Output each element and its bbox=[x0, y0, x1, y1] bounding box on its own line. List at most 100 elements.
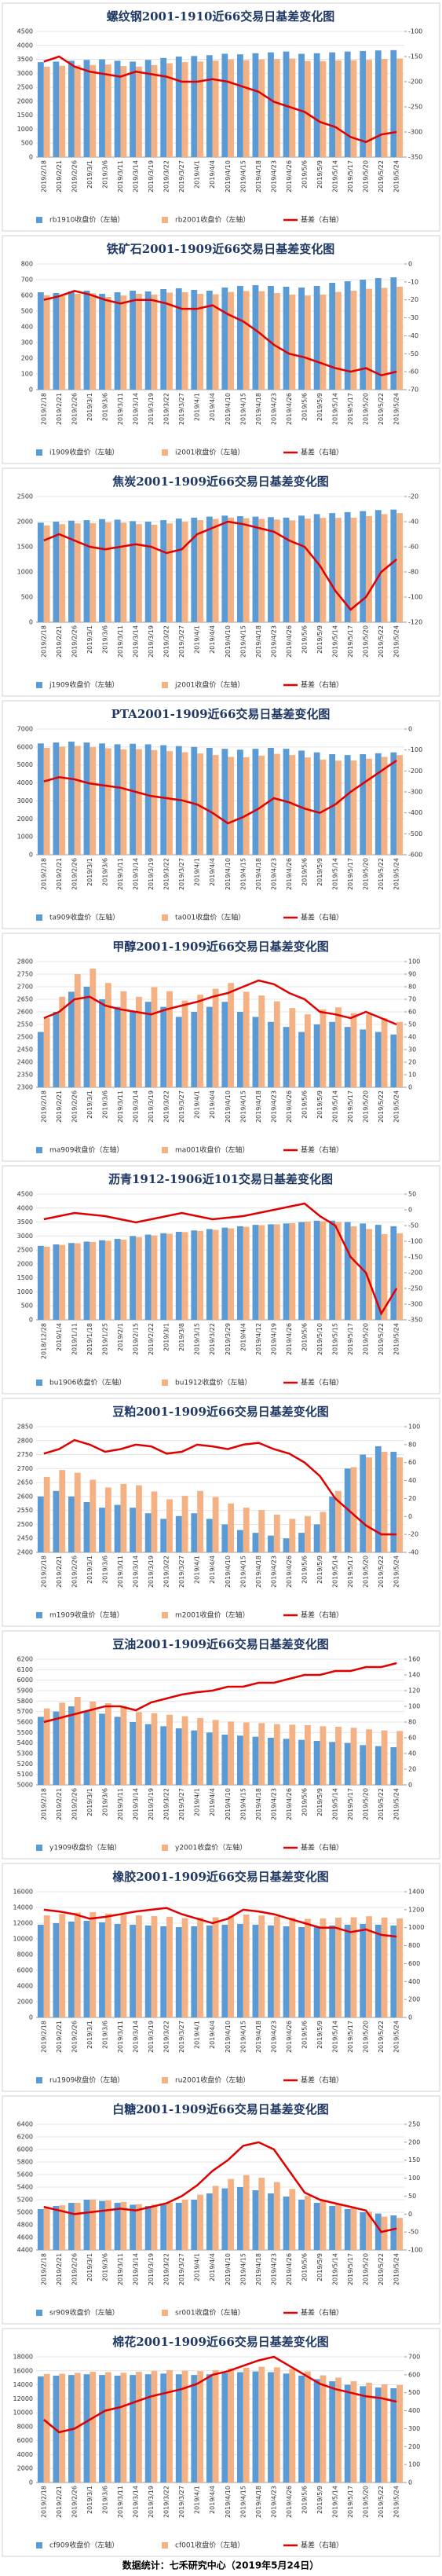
legend-label: ta909收盘价（左轴） bbox=[49, 913, 119, 922]
basis-line bbox=[43, 55, 397, 144]
bar bbox=[236, 54, 243, 158]
y2-tick-label: 10 bbox=[408, 1072, 416, 1079]
bar bbox=[273, 1224, 280, 1320]
bar bbox=[268, 1021, 274, 1087]
bar bbox=[390, 1926, 397, 2017]
bar bbox=[243, 291, 250, 390]
x-tick-label: 2019/2/21 bbox=[56, 1555, 63, 1588]
bar bbox=[366, 288, 372, 390]
bar bbox=[268, 1535, 274, 1552]
x-tick-label: 2019/4/26 bbox=[286, 2253, 293, 2285]
legend-swatch bbox=[162, 1380, 168, 1386]
bar bbox=[390, 752, 397, 855]
bar bbox=[298, 288, 305, 390]
bar bbox=[344, 1222, 351, 1320]
bar bbox=[344, 51, 351, 157]
x-tick-label: 2019/2/15 bbox=[133, 1323, 140, 1355]
bar bbox=[175, 1017, 182, 1087]
y2-tick-label: -80 bbox=[408, 569, 418, 576]
bar bbox=[197, 520, 204, 622]
legend-label: 基差（右轴） bbox=[301, 448, 343, 457]
y-tick-label: 5000 bbox=[17, 2209, 33, 2216]
bar bbox=[313, 752, 320, 855]
x-tick-label: 2019/3/1 bbox=[86, 2021, 93, 2049]
x-tick-label: 2019/1/18 bbox=[86, 1323, 93, 1355]
bar bbox=[37, 1245, 44, 1320]
bar bbox=[283, 517, 290, 622]
bar bbox=[289, 520, 296, 622]
y2-tick-label: -300 bbox=[408, 789, 422, 796]
bar bbox=[283, 1538, 290, 1552]
y-tick-label: 5400 bbox=[17, 2184, 33, 2191]
bar bbox=[212, 60, 219, 157]
x-tick-label: 2019/5/24 bbox=[393, 1323, 400, 1355]
bar bbox=[59, 746, 66, 855]
bar bbox=[335, 760, 342, 855]
y2-tick-label: 0 bbox=[408, 1513, 412, 1520]
bar bbox=[83, 1241, 90, 1320]
bar bbox=[160, 2204, 167, 2250]
chart-panel bbox=[2, 1398, 440, 1627]
bar bbox=[360, 1924, 367, 2017]
basis-line bbox=[43, 979, 397, 1026]
x-tick-label: 2019/4/1 bbox=[194, 1555, 201, 1584]
bar bbox=[59, 2373, 66, 2483]
bar bbox=[329, 513, 336, 622]
bar bbox=[68, 2203, 75, 2250]
y-tick-label: 2500 bbox=[17, 84, 33, 91]
x-tick-label: 2019/3/11 bbox=[117, 2253, 124, 2285]
y2-tick-label: -500 bbox=[408, 830, 422, 837]
y2-tick-label: -120 bbox=[408, 619, 422, 626]
y2-tick-label: 80 bbox=[408, 1719, 416, 1726]
bar bbox=[43, 525, 50, 622]
bar bbox=[37, 62, 44, 157]
x-tick-label: 2019/3/22 bbox=[163, 1555, 170, 1588]
x-tick-label: 2019/4/4 bbox=[209, 1090, 216, 1119]
x-tick-label: 2019/4/23 bbox=[270, 2021, 277, 2053]
bar bbox=[151, 524, 158, 622]
bar bbox=[366, 1457, 372, 1552]
bar bbox=[212, 518, 219, 622]
y2-tick-label: -40 bbox=[408, 1549, 418, 1556]
x-tick-label: 2019/1/25 bbox=[101, 1323, 108, 1355]
x-tick-label: 2019/5/24 bbox=[393, 2486, 400, 2518]
x-tick-label: 2019/5/9 bbox=[316, 2253, 323, 2281]
bar bbox=[396, 513, 404, 622]
y-tick-label: 4000 bbox=[17, 42, 33, 49]
bar bbox=[390, 509, 397, 622]
bar bbox=[43, 1477, 50, 1552]
bar bbox=[212, 1497, 219, 1552]
legend-swatch bbox=[162, 2310, 168, 2316]
bar bbox=[144, 60, 152, 157]
bar bbox=[120, 2201, 127, 2250]
bar bbox=[350, 60, 357, 157]
bar bbox=[212, 294, 219, 390]
bar bbox=[396, 1021, 404, 1087]
y-tick-label: 3000 bbox=[17, 70, 33, 77]
x-tick-label: 2019/5/24 bbox=[393, 625, 400, 658]
bar bbox=[197, 294, 204, 390]
y2-tick-label: 0 bbox=[408, 2014, 412, 2021]
x-tick-label: 2019/5/24 bbox=[393, 1788, 400, 1820]
x-tick-label: 2019/4/15 bbox=[239, 160, 247, 192]
legend-label: m1909收盘价（左轴） bbox=[49, 1610, 124, 1620]
y-tick-label: 5800 bbox=[17, 2159, 33, 2166]
x-tick-label: 2019/4/26 bbox=[286, 1090, 293, 1123]
bar bbox=[175, 518, 182, 622]
x-tick-label: 2019/3/22 bbox=[163, 2486, 170, 2518]
bar bbox=[136, 1712, 142, 1785]
bar bbox=[144, 1234, 152, 1320]
chart-title: 螺纹钢2001-1910近66交易日基差变化图 bbox=[107, 9, 335, 24]
bar bbox=[120, 295, 127, 390]
bar bbox=[221, 1524, 228, 1552]
y2-tick-label: 60 bbox=[408, 1459, 416, 1466]
x-tick-label: 2019/5/17 bbox=[347, 858, 354, 890]
x-tick-label: 2019/2/26 bbox=[71, 858, 78, 890]
bar bbox=[258, 1509, 265, 1552]
x-tick-label: 2019/5/14 bbox=[332, 1555, 339, 1588]
y-tick-label: 2000 bbox=[17, 2465, 33, 2472]
x-tick-label: 2019/4/26 bbox=[286, 625, 293, 658]
chart-title: 白糖2001-1909近66交易日基差变化图 bbox=[112, 2102, 329, 2116]
bar bbox=[175, 2374, 182, 2483]
legend-label: i2001收盘价（左轴） bbox=[175, 448, 244, 457]
